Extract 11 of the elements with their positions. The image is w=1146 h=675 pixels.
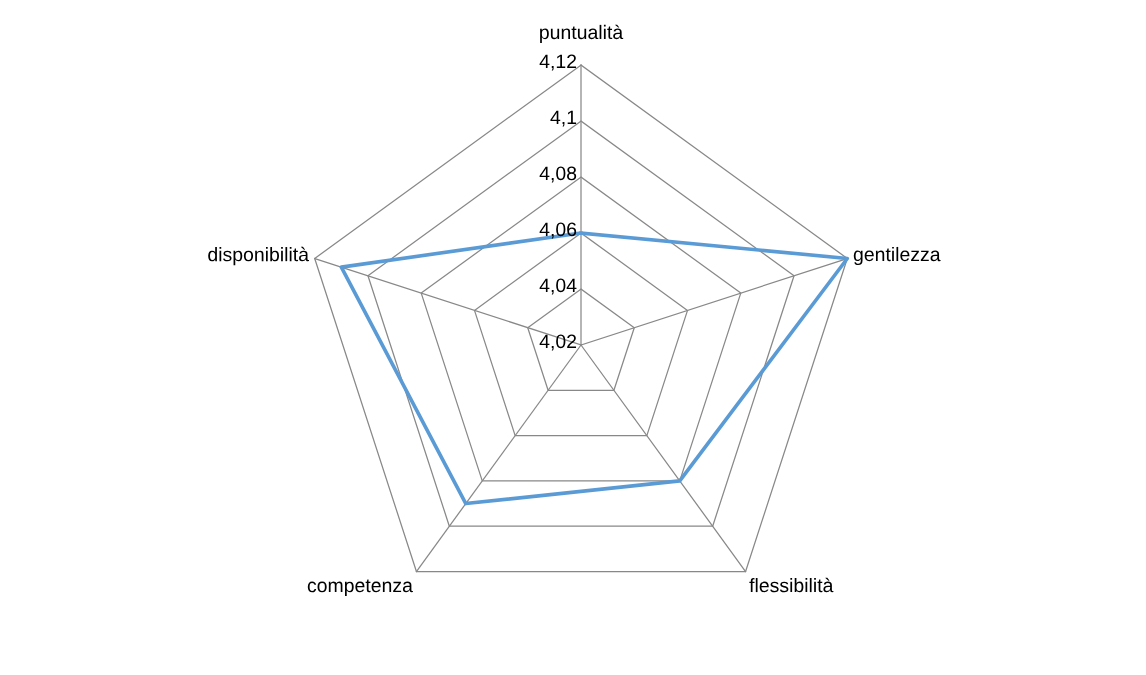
y-tick-label: 4,02 — [539, 334, 577, 351]
y-tick-label: 4,12 — [539, 54, 577, 71]
y-tick-label: 4,06 — [539, 222, 577, 239]
y-tick-label: 4,08 — [539, 166, 577, 183]
spoke-label: flessibilità — [749, 577, 834, 593]
spoke-label: competenza — [307, 579, 413, 597]
y-tick-label: 4,04 — [539, 278, 577, 295]
spoke-label: disponibilità — [208, 246, 309, 266]
y-tick-label: 4,1 — [550, 110, 577, 127]
spoke-label: gentilezza — [853, 246, 941, 266]
spoke-label: puntualità — [540, 24, 624, 43]
